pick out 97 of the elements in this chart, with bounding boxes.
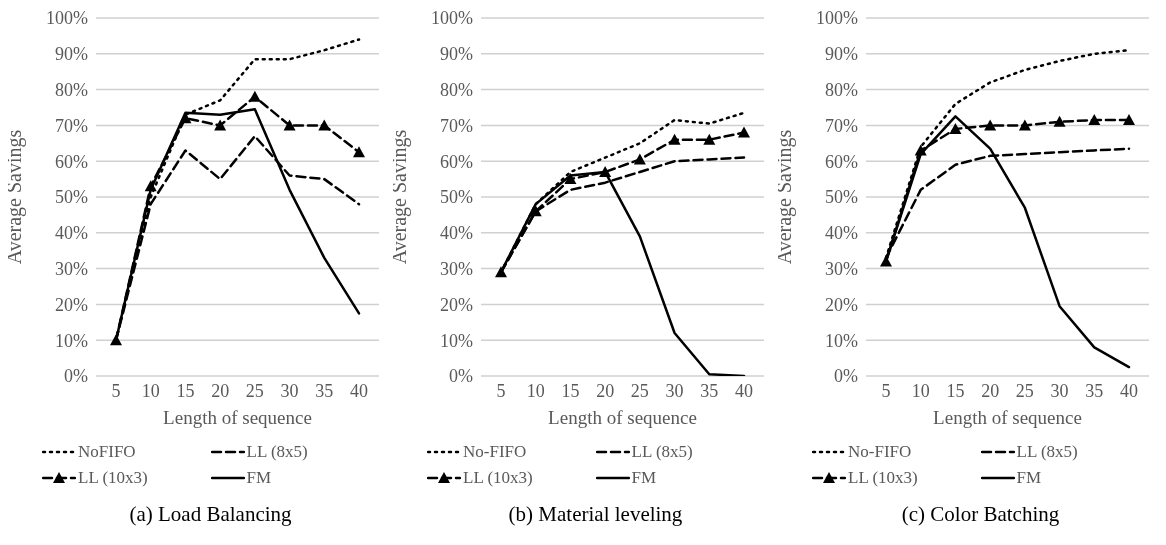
legend-label: No-FIFO [463,442,527,462]
x-tick-label: 40 [350,380,368,401]
x-tick-label: 30 [1050,380,1069,401]
x-tick-label: 35 [315,380,334,401]
y-tick-label: 10% [440,330,473,351]
legend-label: FM [631,468,657,488]
y-tick-label: 80% [825,79,858,100]
y-tick-label: 0% [834,366,858,387]
x-tick-label: 10 [911,380,930,401]
text: (a) Load Balancing [128,502,293,527]
x-tick-label: 35 [1085,380,1104,401]
point [1053,115,1066,127]
point [353,146,365,158]
point [144,180,157,192]
y-tick-label: 50% [55,187,88,208]
y-tick-label: 60% [825,151,858,172]
x-tick-label: 40 [1120,380,1138,401]
point [599,165,612,177]
x-tick-label: 30 [665,380,684,401]
legend-label: LL (10x3) [848,468,918,488]
y-tick-label: 90% [440,44,473,65]
point [914,144,927,156]
y-tick-label: 20% [55,294,88,315]
y-tick-label: 20% [825,294,858,315]
y-tick-label: 40% [825,223,858,244]
x-tick-label: 20 [211,380,230,401]
y-tick-label: 100% [431,8,473,29]
point [283,119,296,131]
y-tick-label: 0% [64,366,88,387]
y-tick-label: 60% [440,151,473,172]
y-tick-label: 50% [440,187,473,208]
text: (c) Color Batching [900,502,1061,527]
legend-label: LL (8x5) [1016,442,1078,462]
x-axis-title: Length of sequence [933,407,1082,428]
legend-label: LL (8x5) [246,442,308,462]
point [633,153,646,165]
x-tick-label: 25 [1015,380,1034,401]
x-tick-label: 15 [176,380,195,401]
y-tick-label: 100% [816,8,858,29]
legend-label: LL (8x5) [631,442,693,462]
y-tick-label: 90% [55,44,88,65]
point [1088,114,1101,126]
y-tick-label: 30% [825,258,858,279]
y-tick-label: 50% [825,187,858,208]
x-tick-label: 15 [946,380,965,401]
point [564,173,577,185]
y-tick-label: 90% [825,44,858,65]
y-tick-label: 70% [440,115,473,136]
legend-label: No-FIFO [848,442,912,462]
x-tick-label: 25 [630,380,649,401]
y-tick-label: 70% [55,115,88,136]
y-tick-label: 60% [55,151,88,172]
y-tick-label: 40% [440,223,473,244]
x-tick-label: 5 [496,380,506,401]
legend-label: LL (10x3) [463,468,533,488]
point [984,119,997,131]
y-tick-label: 70% [825,115,858,136]
point [880,255,892,267]
y-axis-title: Average Savings [3,129,27,265]
y-tick-label: 20% [440,294,473,315]
x-axis-title: Length of sequence [548,407,697,428]
y-tick-label: 10% [825,330,858,351]
x-tick-label: 35 [700,380,719,401]
point [318,119,331,131]
x-axis-title: Length of sequence [163,407,312,428]
legend-label: LL (10x3) [78,468,148,488]
x-tick-label: 15 [561,380,580,401]
y-tick-label: 10% [55,330,88,351]
y-tick-label: 30% [55,258,88,279]
legend-label: NoFIFO [78,442,136,462]
point [738,126,750,138]
y-tick-label: 30% [440,258,473,279]
point [703,133,716,145]
y-axis-title: Average Savings [773,129,797,265]
point [214,119,227,131]
x-tick-label: 25 [245,380,264,401]
x-tick-label: 5 [881,380,891,401]
x-tick-label: 10 [141,380,160,401]
y-tick-label: 0% [449,366,473,387]
x-tick-label: 20 [596,380,615,401]
x-tick-label: 40 [735,380,753,401]
y-tick-label: 80% [55,79,88,100]
x-tick-label: 5 [111,380,121,401]
point [1123,114,1135,126]
point [949,122,962,134]
text: (b) Material leveling [507,502,684,527]
point [1018,119,1031,131]
y-tick-label: 80% [440,79,473,100]
x-tick-label: 30 [280,380,299,401]
legend-label: FM [246,468,272,488]
y-tick-label: 100% [46,8,88,29]
y-axis-title: Average Savings [388,129,412,265]
x-tick-label: 20 [981,380,1000,401]
legend-label: FM [1016,468,1042,488]
y-tick-label: 40% [55,223,88,244]
x-tick-label: 10 [526,380,545,401]
point [668,133,681,145]
